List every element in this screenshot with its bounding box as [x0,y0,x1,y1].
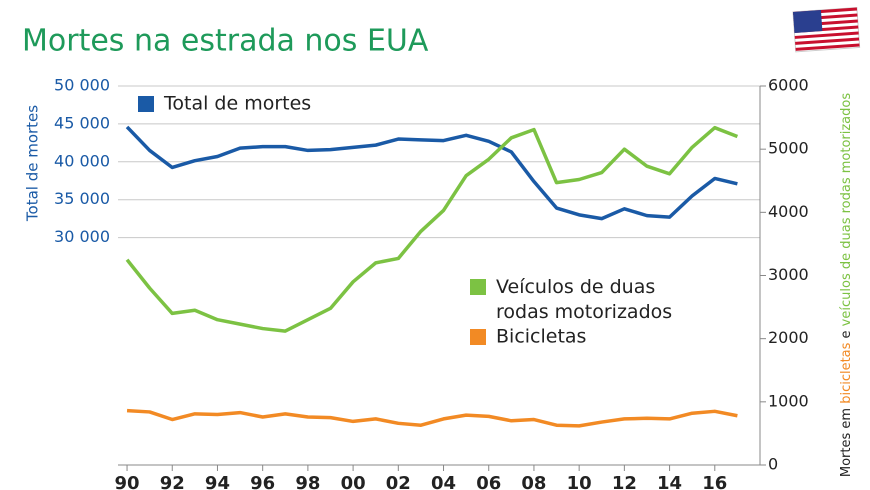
legend-swatch [138,96,154,112]
x-tick-label: 02 [386,473,411,490]
y2-label-part: e [839,326,854,342]
x-tick-label: 90 [115,473,140,490]
x-tick-label: 10 [567,473,592,490]
x-tick-label: 98 [295,473,320,490]
y2-axis-label: Mortes em bicicletas e veículos de duas … [839,93,854,477]
legend-label-line: Veículos de duas [496,276,655,298]
x-tick-label: 96 [250,473,275,490]
x-tick-label: 04 [431,473,456,490]
x-tick-label: 14 [657,473,682,490]
y-tick-label: 40 000 [54,151,110,170]
x-tick-label: 92 [160,473,185,490]
y-axis-label: Total de mortes [24,105,42,222]
y2-label-part: bicicletas [839,342,854,403]
x-tick-label: 00 [341,473,366,490]
x-tick-label: 16 [702,473,727,490]
y-tick-label: 35 000 [54,189,110,208]
y2-tick-label: 6000 [768,76,809,95]
x-tick-label: 08 [521,473,546,490]
x-tick-label: 94 [205,473,230,490]
y2-tick-label: 0 [768,455,778,474]
y2-tick-label: 3000 [768,265,809,284]
y2-label-part: Mortes em [839,404,854,477]
legend-swatch [470,329,486,345]
legend-label-line: rodas motorizados [496,301,672,323]
x-tick-label: 12 [612,473,637,490]
series-line [125,125,739,333]
x-tick-label: 06 [476,473,501,490]
y2-tick-label: 2000 [768,328,809,347]
y2-tick-label: 1000 [768,391,809,410]
legend-label: Veículos de duas rodas motorizados [496,276,672,323]
y-tick-label: 45 000 [54,113,110,132]
chart-title: Mortes na estrada nos EUA [22,24,429,59]
legend-swatch [470,279,486,295]
series-line [125,125,738,221]
y-tick-label: 50 000 [54,76,110,95]
legend-label: Bicicletas [496,326,586,348]
y-tick-label: 30 000 [54,227,110,246]
y2-tick-label: 4000 [768,202,809,221]
legend-label: Total de mortes [163,93,311,115]
flag-icon [792,7,861,53]
y2-tick-label: 5000 [768,139,809,158]
series-line [126,408,738,428]
y2-label-part: veículos de duas rodas motorizados [839,93,854,327]
